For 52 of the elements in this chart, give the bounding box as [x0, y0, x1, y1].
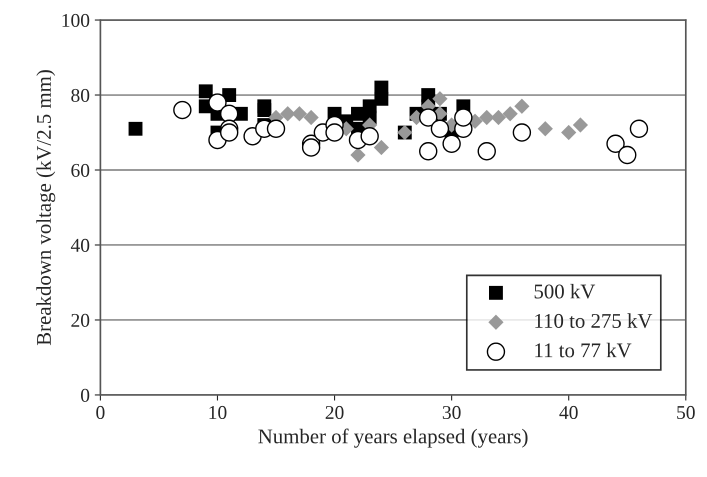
point — [572, 117, 588, 133]
point — [198, 84, 213, 98]
x-tick-label: 10 — [209, 406, 226, 420]
point — [479, 110, 494, 126]
point — [374, 92, 388, 106]
point — [220, 123, 238, 142]
point — [374, 140, 389, 156]
point — [208, 93, 227, 112]
legend-label: 500 kV — [534, 284, 596, 299]
point — [432, 91, 448, 106]
point — [502, 106, 518, 122]
y-tick-label: 0 — [80, 388, 90, 402]
point — [478, 142, 496, 160]
y-axis-title: Breakdown voltage (kV/2.5 mm) — [36, 70, 56, 346]
point — [325, 123, 344, 142]
legend-label: 110 to 275 kV — [535, 313, 652, 328]
point — [360, 127, 379, 146]
point — [454, 108, 473, 127]
point — [618, 146, 636, 164]
point — [490, 110, 506, 126]
point — [128, 122, 142, 136]
point — [419, 142, 438, 160]
y-tick-label: 80 — [71, 88, 90, 102]
point — [606, 134, 625, 153]
y-tick-label: 20 — [71, 314, 90, 327]
y-tick-label: 40 — [70, 238, 90, 252]
x-tick-label: 50 — [677, 406, 695, 420]
point — [304, 110, 319, 126]
point — [266, 120, 286, 138]
point — [561, 124, 576, 140]
x-tick-label: 30 — [442, 406, 461, 420]
y-tick-label: 60 — [71, 164, 90, 177]
point — [514, 98, 530, 114]
point — [630, 120, 648, 138]
point — [442, 134, 461, 153]
legend-label: 11 to 77 kV — [535, 342, 632, 358]
point — [350, 147, 366, 163]
point — [292, 106, 308, 122]
point — [538, 121, 553, 136]
point — [419, 108, 438, 127]
point — [220, 104, 238, 123]
point — [302, 138, 320, 157]
point — [173, 100, 192, 120]
x-tick-label: 40 — [559, 406, 578, 420]
x-axis-title: Number of years elapsed (years) — [258, 428, 528, 448]
x-tick-label: 20 — [326, 406, 344, 420]
point — [430, 120, 450, 138]
point — [257, 103, 272, 117]
point — [280, 106, 296, 122]
x-tick-label: 0 — [96, 406, 105, 420]
y-tick-label: 100 — [62, 14, 90, 27]
point — [512, 123, 532, 142]
